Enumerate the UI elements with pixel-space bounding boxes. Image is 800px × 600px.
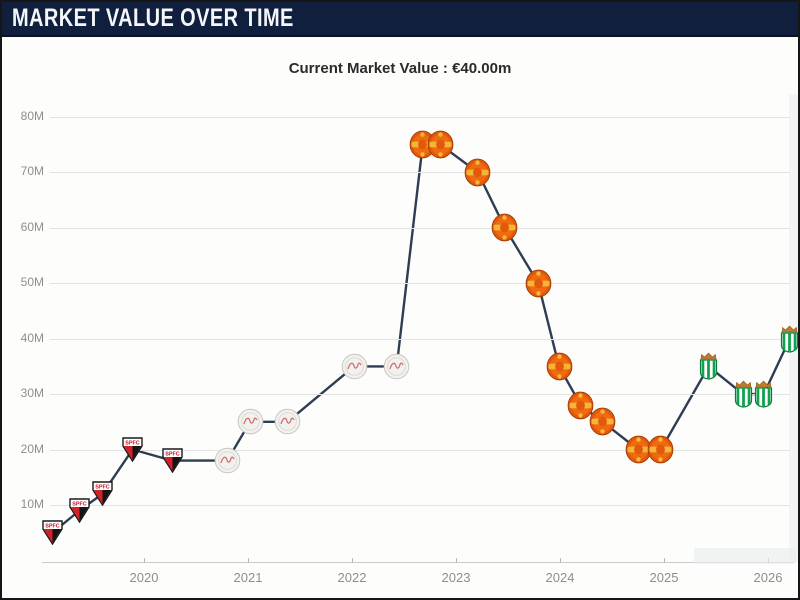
manchester-united-badge-icon[interactable] — [589, 407, 616, 436]
svg-text:SPFC: SPFC — [125, 440, 139, 446]
axis-tick — [560, 558, 561, 563]
svg-text:SPFC: SPFC — [165, 451, 179, 457]
gridline — [50, 227, 790, 229]
y-axis-label: 10M — [20, 496, 44, 511]
x-axis-line — [42, 562, 794, 563]
svg-text:SPFC: SPFC — [45, 523, 59, 529]
axis-tick — [456, 558, 457, 563]
manchester-united-badge-icon[interactable] — [546, 352, 573, 381]
y-axis-label: 50M — [20, 275, 44, 290]
manchester-united-badge-icon[interactable] — [427, 130, 454, 159]
ajax-badge-icon[interactable] — [237, 408, 264, 435]
manchester-united-badge-icon[interactable] — [567, 391, 594, 420]
gridline — [50, 338, 790, 340]
y-axis-label: 40M — [20, 330, 44, 345]
gridline — [50, 504, 790, 506]
axis-tick — [352, 558, 353, 563]
y-axis-label: 70M — [20, 164, 44, 179]
axis-tick — [144, 558, 145, 563]
gridline — [50, 283, 790, 285]
manchester-united-badge-icon[interactable] — [625, 435, 652, 464]
axis-tick — [664, 558, 665, 563]
manchester-united-badge-icon[interactable] — [647, 435, 674, 464]
y-axis-label: 20M — [20, 441, 44, 456]
manchester-united-badge-icon[interactable] — [525, 269, 552, 298]
svg-text:SPFC: SPFC — [72, 501, 86, 507]
gridline — [50, 449, 790, 451]
sao-paulo-fc-badge-icon[interactable]: SPFC — [161, 448, 183, 474]
y-axis-label: 80M — [20, 108, 44, 123]
sao-paulo-fc-badge-icon[interactable]: SPFC — [69, 498, 90, 523]
svg-text:SPFC: SPFC — [95, 485, 109, 491]
real-betis-badge-icon[interactable] — [697, 352, 720, 380]
real-betis-badge-icon[interactable] — [752, 380, 775, 408]
axis-tick — [248, 558, 249, 563]
current-market-value-label: Current Market Value : €40.00m — [288, 60, 512, 77]
ajax-badge-icon[interactable] — [214, 447, 241, 474]
sao-paulo-fc-badge-icon[interactable]: SPFC — [92, 481, 113, 507]
x-axis-label: 2026 — [753, 570, 783, 585]
sao-paulo-fc-badge-icon[interactable]: SPFC — [122, 437, 143, 462]
x-axis-label: 2021 — [233, 570, 263, 585]
title-bar: MARKET VALUE OVER TIME — [2, 2, 798, 37]
x-axis-label: 2023 — [441, 570, 471, 585]
real-betis-badge-icon[interactable] — [732, 380, 755, 408]
ajax-badge-icon[interactable] — [274, 408, 301, 435]
x-axis-label: 2020 — [129, 570, 159, 585]
gridline — [50, 116, 790, 118]
watermark — [694, 548, 796, 564]
real-betis-badge-icon[interactable] — [778, 325, 798, 353]
y-axis-label: 30M — [20, 386, 44, 401]
x-axis-label: 2022 — [337, 570, 367, 585]
manchester-united-badge-icon[interactable] — [491, 213, 518, 242]
sao-paulo-fc-badge-icon[interactable]: SPFC — [42, 520, 63, 546]
right-edge-shading — [789, 94, 798, 562]
ajax-badge-icon[interactable] — [341, 353, 368, 380]
page-title: MARKET VALUE OVER TIME — [12, 4, 294, 32]
x-axis-label: 2025 — [649, 570, 679, 585]
x-axis-label: 2024 — [545, 570, 575, 585]
y-axis-label: 60M — [20, 219, 44, 234]
gridline — [50, 172, 790, 174]
ajax-badge-icon[interactable] — [383, 353, 410, 380]
gridline — [50, 394, 790, 396]
manchester-united-badge-icon[interactable] — [464, 158, 491, 187]
